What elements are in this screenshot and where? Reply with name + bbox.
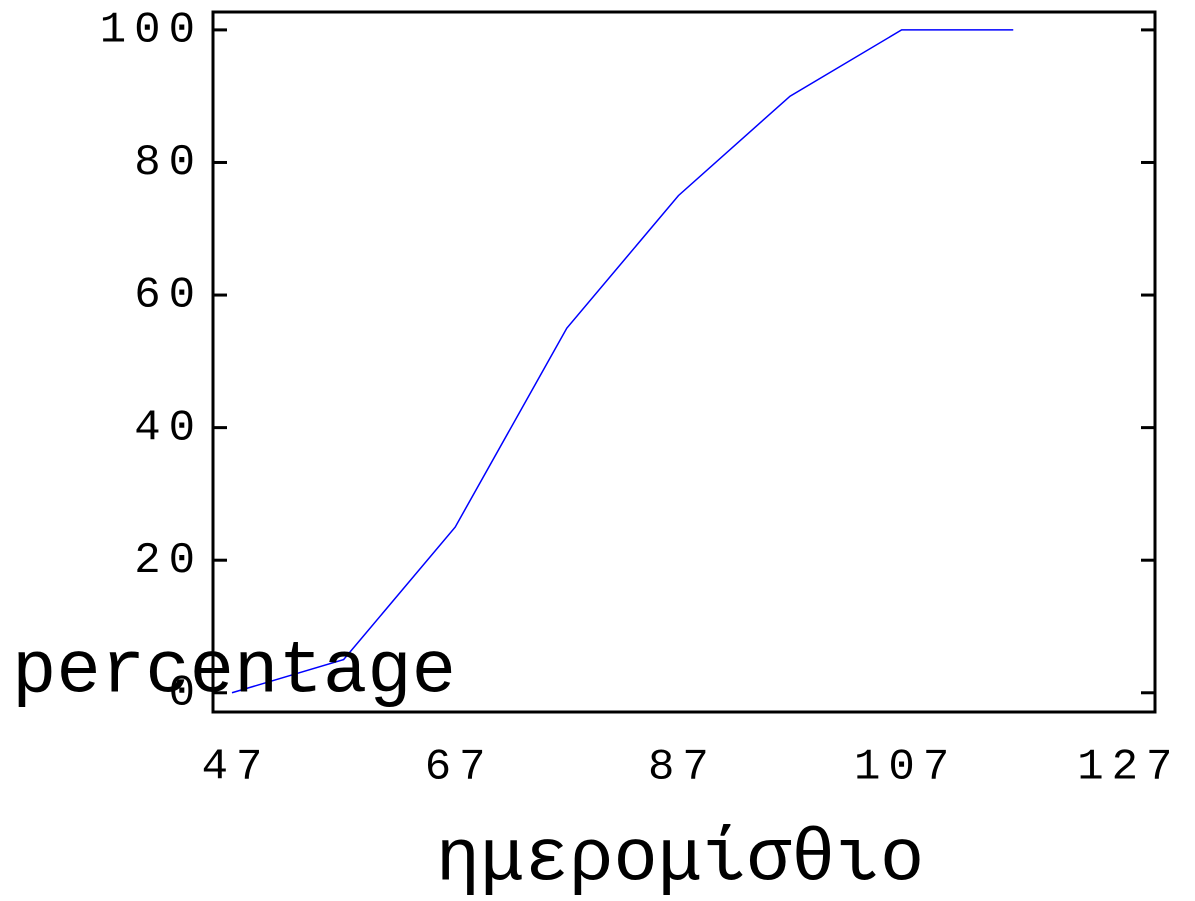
x-axis-label: ημερομίσθιο <box>436 819 924 901</box>
x-tick-label: 107 <box>854 743 957 793</box>
y-tick-label: 20 <box>134 536 203 586</box>
data-line <box>231 29 1014 694</box>
x-tick-label: 67 <box>425 743 494 793</box>
y-tick-label: 0 <box>169 668 203 718</box>
x-tick-label: 87 <box>648 743 717 793</box>
y-tick-label: 100 <box>100 6 203 56</box>
y-axis-label: percentage <box>12 631 456 715</box>
x-tick-label: 47 <box>202 743 271 793</box>
plot-frame <box>211 10 1157 714</box>
y-tick-label: 40 <box>134 403 203 453</box>
x-tick-label: 127 <box>1077 743 1180 793</box>
y-tick-label: 80 <box>134 138 203 188</box>
y-tick-label: 60 <box>134 271 203 321</box>
